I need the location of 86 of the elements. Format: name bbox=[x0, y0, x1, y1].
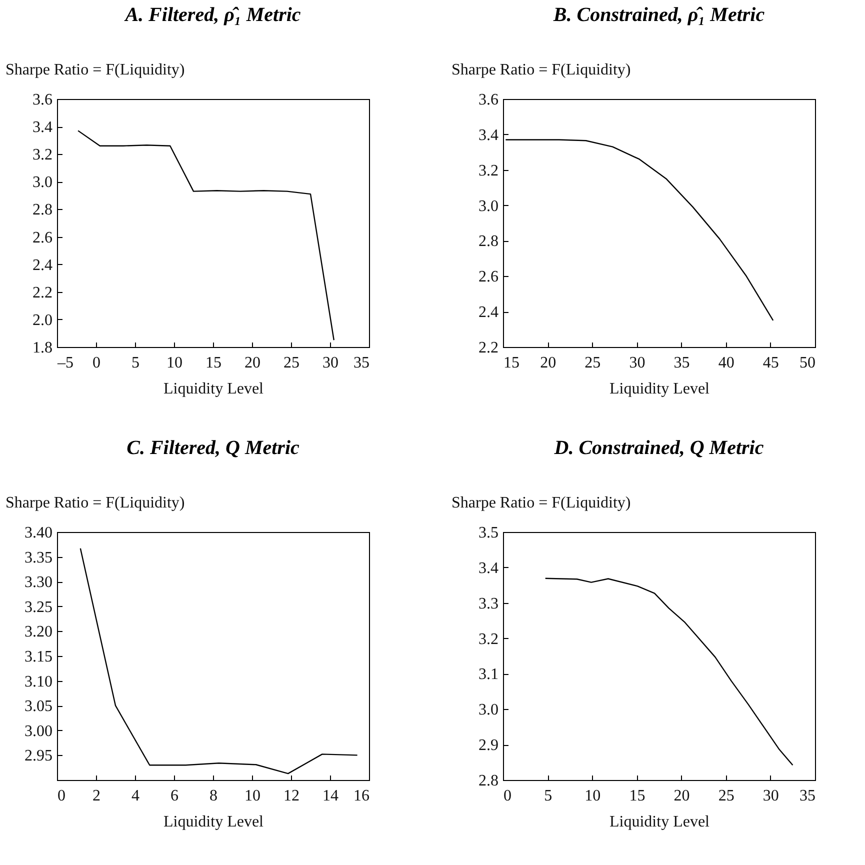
y-tick-label: 2.8 bbox=[478, 772, 498, 790]
x-tick-label: 20 bbox=[244, 354, 260, 372]
x-tick-label: 0 bbox=[92, 354, 100, 372]
x-tick-label: 25 bbox=[584, 354, 601, 372]
y-tick-label: 3.4 bbox=[32, 119, 52, 136]
y-tick-label: 2.95 bbox=[24, 748, 52, 765]
x-tick-label: 10 bbox=[166, 354, 182, 372]
line-series bbox=[80, 548, 358, 774]
y-tick-label: 2.0 bbox=[32, 312, 52, 329]
y-tick-label: 3.3 bbox=[478, 595, 498, 612]
y-tick-label: 2.8 bbox=[32, 202, 52, 219]
x-tick-label: 5 bbox=[544, 788, 552, 804]
y-axis-title: Sharpe Ratio = F(Liquidity) bbox=[452, 494, 631, 512]
y-tick-label: 3.6 bbox=[478, 92, 498, 108]
y-tick-label: 3.0 bbox=[478, 198, 498, 215]
x-tick-label: 45 bbox=[762, 354, 779, 372]
y-tick-label: 3.5 bbox=[478, 524, 498, 542]
x-tick-label: 30 bbox=[762, 788, 779, 804]
x-tick-label: –5 bbox=[56, 354, 74, 372]
y-tick-label: 3.30 bbox=[24, 574, 52, 592]
y-tick-label: 3.00 bbox=[24, 722, 52, 740]
x-tick-label: 2 bbox=[92, 788, 100, 804]
y-tick-label: 2.4 bbox=[32, 256, 52, 274]
y-tick-label: 2.6 bbox=[478, 268, 498, 286]
x-tick-label: 30 bbox=[322, 354, 338, 372]
x-axis-title: Liquidity Level bbox=[610, 814, 710, 830]
y-tick-label: 2.2 bbox=[32, 284, 52, 302]
y-tick-label: 2.8 bbox=[478, 233, 498, 250]
x-tick-label: 10 bbox=[244, 788, 260, 804]
x-tick-label: 50 bbox=[800, 354, 816, 372]
x-tick-label: 15 bbox=[206, 354, 222, 372]
x-tick-label: 8 bbox=[210, 788, 218, 804]
x-axis-title: Liquidity Level bbox=[164, 814, 264, 830]
y-tick-label: 3.6 bbox=[32, 92, 52, 108]
y-tick-label: 2.6 bbox=[32, 229, 52, 246]
y-tick-label: 3.4 bbox=[478, 560, 498, 577]
line-series bbox=[544, 578, 794, 766]
y-tick-label: 3.2 bbox=[478, 162, 498, 180]
x-tick-label: 35 bbox=[800, 788, 816, 804]
y-tick-label: 3.40 bbox=[24, 524, 52, 542]
x-tick-label: 15 bbox=[504, 354, 520, 372]
x-tick-label: 0 bbox=[58, 788, 66, 804]
y-axis-title: Sharpe Ratio = F(Liquidity) bbox=[6, 494, 185, 512]
x-tick-label: 12 bbox=[284, 788, 300, 804]
chart-title: C. Filtered, Q Metric bbox=[126, 437, 300, 459]
x-tick-label: 40 bbox=[718, 354, 734, 372]
line-series bbox=[77, 130, 334, 341]
y-axis-title: Sharpe Ratio = F(Liquidity) bbox=[452, 62, 631, 78]
x-tick-label: 25 bbox=[284, 354, 300, 372]
x-axis-title: Liquidity Level bbox=[610, 380, 710, 398]
x-tick-label: 5 bbox=[132, 354, 140, 372]
y-tick-label: 3.0 bbox=[478, 702, 498, 719]
line-series bbox=[505, 139, 774, 322]
x-tick-label: 20 bbox=[540, 354, 556, 372]
chart-title: A. Filtered, ρ̂₁ Metric bbox=[123, 4, 301, 26]
x-tick-label: 30 bbox=[629, 354, 646, 372]
x-tick-label: 6 bbox=[170, 788, 178, 804]
x-tick-label: 15 bbox=[629, 788, 646, 804]
chart-title: B. Constrained, ρ̂₁ Metric bbox=[552, 4, 765, 26]
x-axis-title: Liquidity Level bbox=[164, 380, 264, 398]
y-tick-label: 3.15 bbox=[24, 648, 52, 666]
y-tick-label: 3.4 bbox=[478, 126, 498, 144]
y-tick-label: 3.2 bbox=[32, 146, 52, 164]
y-tick-label: 3.20 bbox=[24, 624, 52, 641]
x-tick-label: 0 bbox=[504, 788, 512, 804]
x-tick-label: 20 bbox=[674, 788, 690, 804]
y-tick-label: 3.10 bbox=[24, 673, 52, 690]
y-axis-title: Sharpe Ratio = F(Liquidity) bbox=[6, 62, 185, 78]
y-tick-label: 2.2 bbox=[478, 340, 498, 356]
y-tick-label: 3.25 bbox=[24, 598, 52, 616]
x-tick-label: 10 bbox=[584, 788, 601, 804]
y-tick-label: 3.0 bbox=[32, 174, 52, 192]
y-tick-label: 3.05 bbox=[24, 698, 52, 716]
y-tick-label: 2.9 bbox=[478, 737, 498, 754]
x-tick-label: 4 bbox=[132, 788, 140, 804]
y-tick-label: 3.35 bbox=[24, 549, 52, 566]
y-tick-label: 3.1 bbox=[478, 666, 498, 684]
x-tick-label: 35 bbox=[354, 354, 370, 372]
y-tick-label: 3.2 bbox=[478, 630, 498, 648]
chart-title: D. Constrained, Q Metric bbox=[553, 437, 764, 459]
x-tick-label: 35 bbox=[674, 354, 690, 372]
x-tick-label: 14 bbox=[322, 788, 338, 804]
x-tick-label: 16 bbox=[354, 788, 370, 804]
x-tick-label: 25 bbox=[718, 788, 734, 804]
y-tick-label: 1.8 bbox=[32, 340, 52, 356]
y-tick-label: 2.4 bbox=[478, 304, 498, 322]
